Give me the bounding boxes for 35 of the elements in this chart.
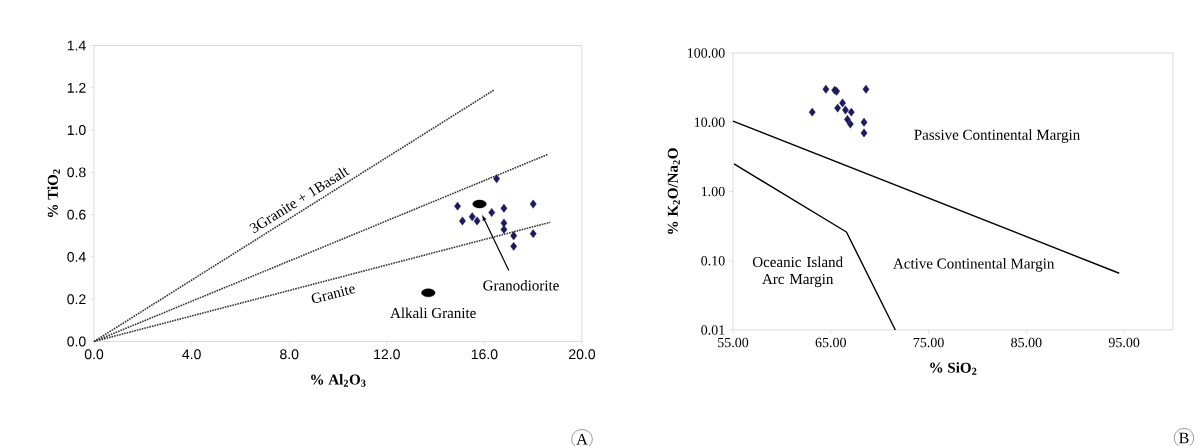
x-tick-label: 65.00 [815,337,846,348]
x-tick-label: 0.0 [84,349,104,360]
y-tick-label: 0.6 [67,209,86,220]
y-tick-label: 0.2 [67,294,86,305]
x-tick-label: 8.0 [280,349,299,360]
annotation: Passive Continental Margin [914,129,1080,143]
x-tick-label: 85.00 [1011,337,1042,348]
x-tick-label: 95.00 [1108,337,1140,348]
x-tick-label: 12.0 [374,349,400,360]
y-axis-title: % TiO$_{2}$ [47,169,60,217]
annotation: Oceanic Island Arc Margin [752,256,843,288]
text: B [1179,432,1189,444]
y-tick-label: 1.0 [67,125,86,136]
y-tick-label: 0.8 [67,167,86,178]
y-tick-label: 1.4 [67,40,86,51]
x-tick-label: 4.0 [182,349,201,360]
annotation: Active Continental Margin [893,258,1055,272]
annotation: Granodiorite [483,279,559,291]
x-tick-label: 16.0 [471,349,498,360]
x-tick-label: 20.0 [569,349,596,360]
annotation: Alkali Granite [390,307,476,319]
y-axis-title: % K$_{2}$O/Na$_{2}$O [667,148,680,234]
x-axis-title: % SiO$_{2}$ [930,362,977,375]
x-tick-label: 75.00 [913,337,944,348]
y-tick-label: 1.00 [701,186,725,197]
x-tick-label: 55.00 [718,337,749,348]
y-tick-label: 1.2 [67,82,86,93]
annotation: Granite [311,286,356,303]
y-tick-label: 10.00 [694,117,725,127]
y-tick-label: 0.01 [701,325,725,335]
y-tick-label: 0.10 [701,255,725,266]
y-tick-label: 0.4 [67,251,86,262]
x-axis-title: % Al$_{2}$O$_{3}$ [311,374,366,387]
y-tick-label: 100.00 [687,48,725,58]
text: A [576,433,588,445]
